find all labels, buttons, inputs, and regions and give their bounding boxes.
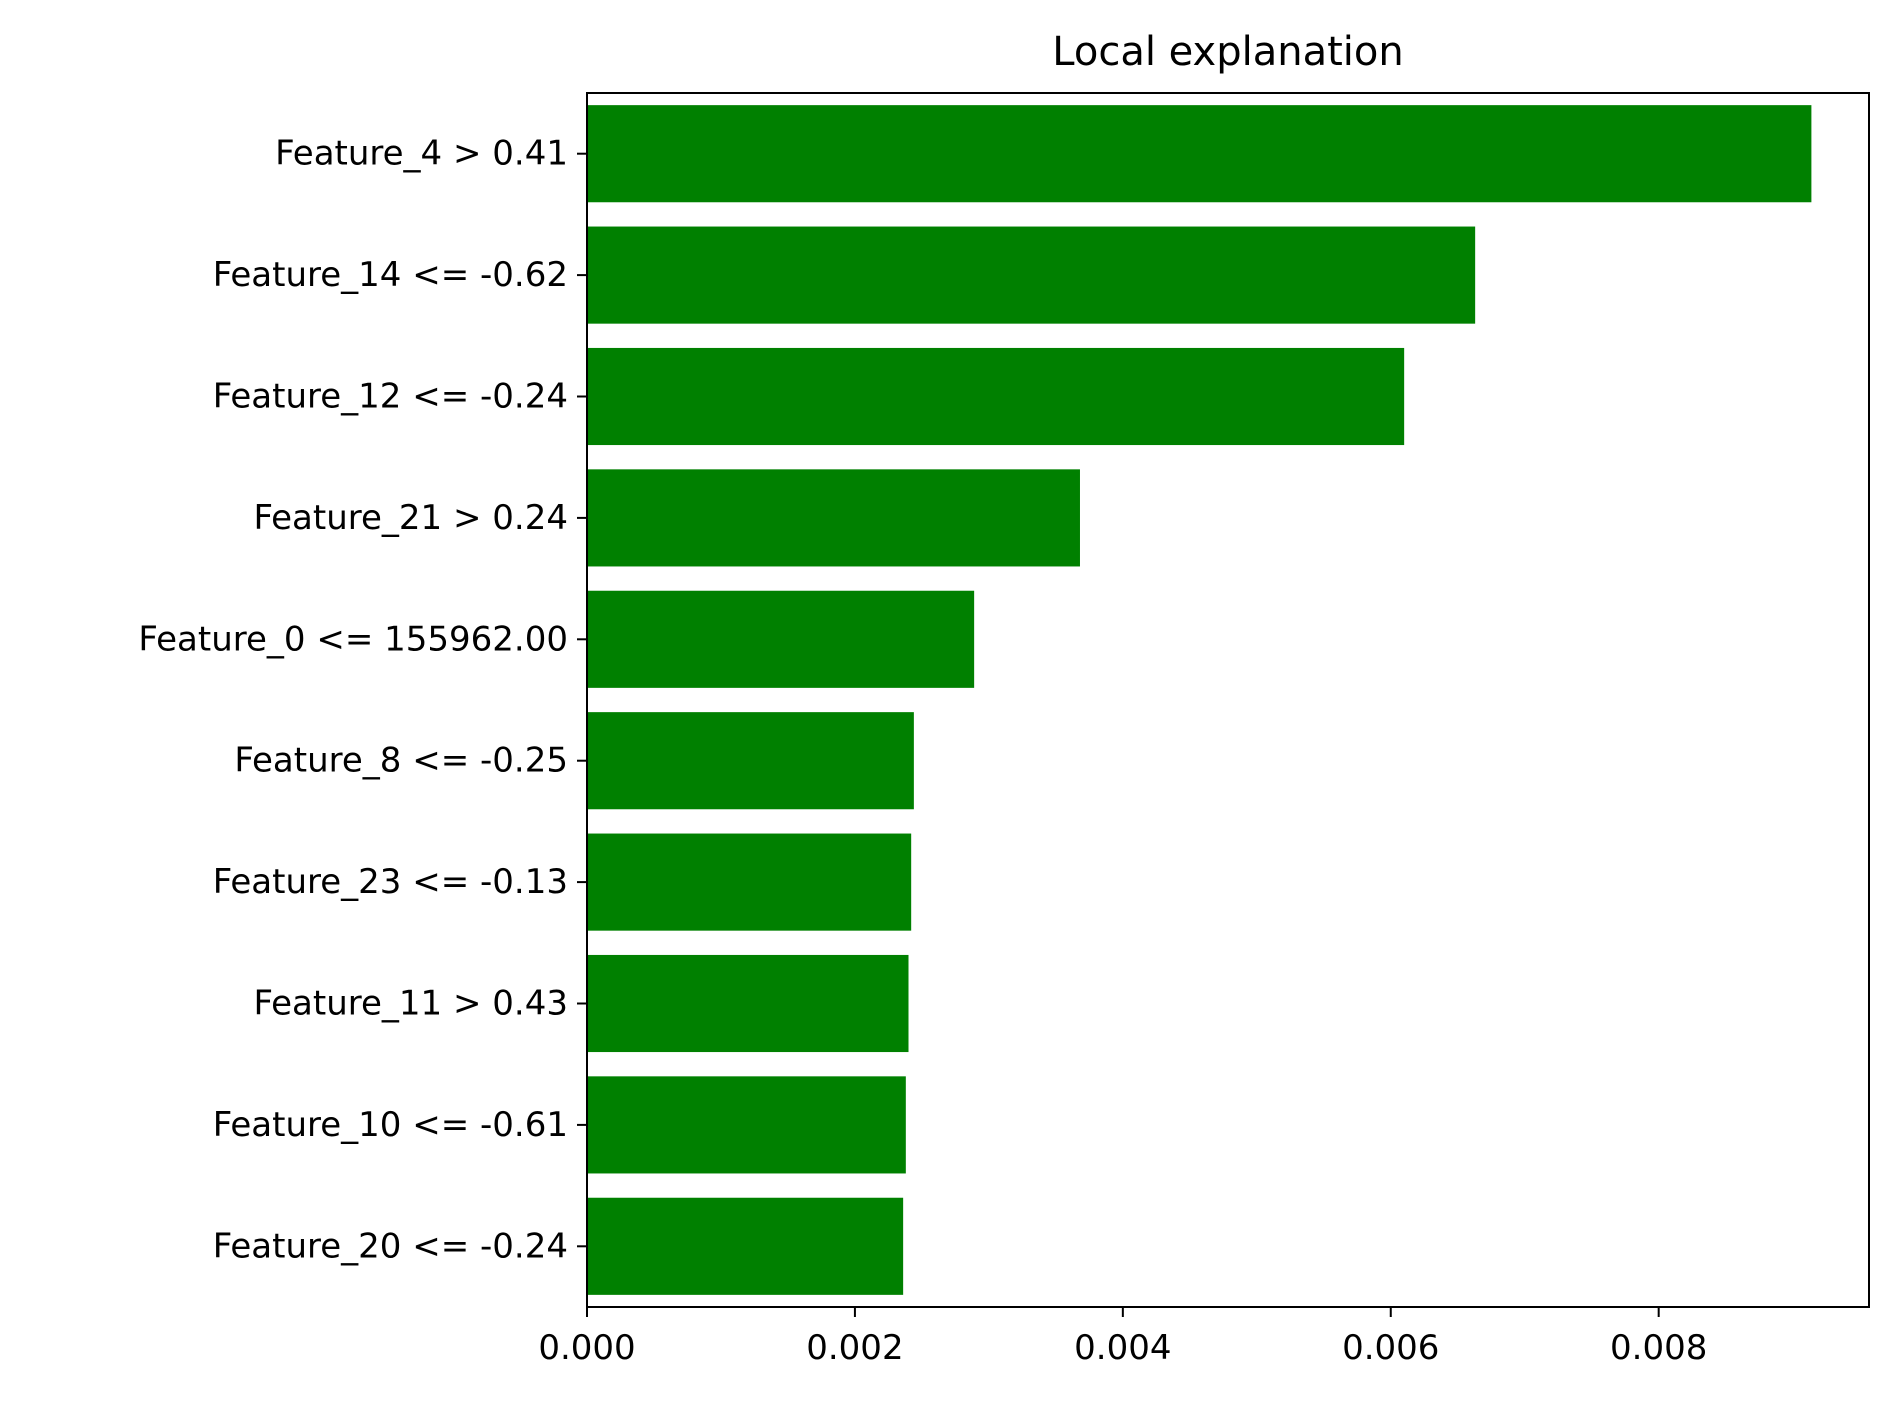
y-tick-label: Feature_0 <= 155962.00 xyxy=(138,619,568,659)
x-axis: 0.000 0.002 0.004 0.006 0.008 xyxy=(538,1307,1707,1368)
x-tick-label: 0.000 xyxy=(538,1328,635,1368)
y-tick-label: Feature_10 <= -0.61 xyxy=(213,1105,568,1145)
bar xyxy=(587,1197,904,1295)
bar xyxy=(587,226,1476,324)
bar xyxy=(587,105,1812,203)
bar xyxy=(587,347,1405,446)
y-tick-label: Feature_8 <= -0.25 xyxy=(234,741,568,781)
y-tick-label: Feature_20 <= -0.24 xyxy=(213,1226,568,1266)
bar xyxy=(587,954,909,1053)
y-tick-label: Feature_14 <= -0.62 xyxy=(213,255,568,295)
x-tick-label: 0.008 xyxy=(1610,1328,1707,1368)
chart-title: Local explanation xyxy=(1052,29,1403,75)
x-tick-label: 0.006 xyxy=(1342,1328,1439,1368)
bar xyxy=(587,590,975,688)
y-tick-label: Feature_4 > 0.41 xyxy=(275,134,568,174)
bar xyxy=(587,833,912,931)
y-tick-label: Feature_12 <= -0.24 xyxy=(213,377,568,417)
bar xyxy=(587,469,1080,567)
bar xyxy=(587,712,914,810)
plot-frame xyxy=(586,92,1870,1308)
y-tick-label: Feature_23 <= -0.13 xyxy=(213,862,568,902)
bar xyxy=(587,1076,906,1174)
bars-layer xyxy=(587,105,1812,1295)
x-tick-label: 0.004 xyxy=(1074,1328,1171,1368)
x-tick-label: 0.002 xyxy=(806,1328,903,1368)
y-tick-label: Feature_11 > 0.43 xyxy=(253,984,568,1024)
y-axis: Feature_4 > 0.41 Feature_14 <= -0.62 Featu… xyxy=(138,134,587,1266)
y-tick-label: Feature_21 > 0.24 xyxy=(253,498,568,538)
